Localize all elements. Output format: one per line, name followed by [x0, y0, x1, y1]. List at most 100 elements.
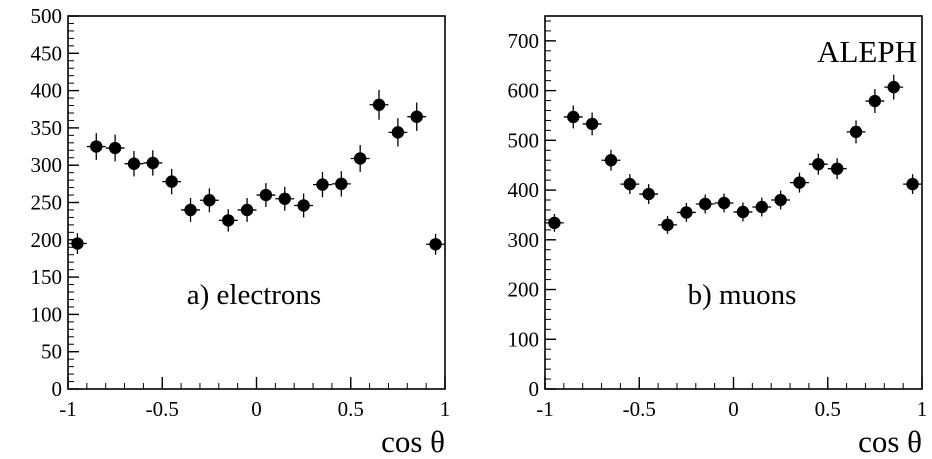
data-point [846, 120, 866, 144]
data-point [545, 213, 564, 232]
y-tick-label: 400 [508, 178, 540, 202]
y-tick-label: 700 [508, 29, 540, 53]
x-tick-label: 1 [440, 397, 451, 421]
y-tick-label: 600 [508, 79, 540, 103]
point-marker [410, 110, 423, 123]
point-marker [335, 177, 348, 191]
data-point [903, 174, 922, 195]
plot-frame [67, 15, 446, 390]
data-point [143, 150, 163, 176]
x-tick-label: 1 [917, 397, 928, 421]
panel-label: a) electrons [187, 279, 321, 311]
data-point [658, 215, 677, 234]
point-marker [353, 152, 367, 165]
data-point [407, 102, 427, 131]
point-marker [736, 205, 750, 219]
data-point [601, 149, 621, 171]
data-point [350, 145, 370, 172]
y-tick-label: 400 [31, 79, 63, 103]
point-marker [127, 157, 141, 170]
point-marker [567, 110, 580, 124]
data-point [256, 183, 276, 207]
point-marker [642, 187, 655, 201]
data-point [790, 172, 809, 193]
y-tick-label: 350 [31, 116, 63, 140]
y-tick-label: 200 [508, 278, 540, 302]
point-marker [699, 197, 712, 211]
data-point [639, 184, 659, 204]
point-marker [887, 80, 900, 94]
y-tick-label: 100 [508, 327, 540, 351]
point-marker [240, 203, 254, 217]
point-marker [774, 193, 787, 207]
x-tick-label: -1 [59, 397, 77, 421]
point-marker [146, 156, 160, 170]
point-marker [906, 177, 919, 191]
data-point [865, 89, 885, 113]
y-tick-label: 200 [31, 228, 63, 252]
point-marker [429, 238, 442, 251]
point-marker [604, 154, 618, 167]
point-marker [661, 218, 674, 232]
x-axis-title: cos θ [381, 424, 445, 459]
point-marker [71, 237, 84, 250]
point-marker [849, 125, 863, 139]
y-tick-label: 300 [31, 153, 63, 177]
data-point [714, 193, 734, 213]
data-point [313, 171, 332, 198]
point-marker [165, 175, 178, 188]
point-marker [278, 192, 291, 205]
point-marker [717, 196, 731, 210]
point-marker [222, 214, 235, 227]
point-marker [585, 117, 599, 131]
experiment-label: ALEPH [817, 34, 917, 69]
y-tick-label: 150 [31, 265, 63, 289]
x-tick-label: 0 [728, 397, 739, 421]
data-point [237, 198, 257, 222]
point-marker [259, 188, 273, 202]
x-axis-title: cos θ [858, 424, 922, 459]
point-marker [297, 199, 310, 212]
data-point [620, 174, 640, 195]
data-points [68, 89, 445, 255]
y-tick-label: 50 [41, 340, 62, 364]
data-point [695, 194, 715, 214]
x-tick-label: -0.5 [146, 397, 179, 421]
data-points [545, 74, 922, 234]
y-axis: 0 100 200 300 400 500 600 700 [508, 20, 556, 401]
x-axis: -1 -0.5 0 0.5 1 [59, 377, 450, 421]
data-point [388, 118, 408, 147]
point-marker [391, 126, 405, 139]
data-point [294, 193, 314, 218]
data-point [582, 112, 602, 136]
point-marker [812, 158, 825, 171]
data-point [827, 158, 847, 180]
point-marker [372, 98, 386, 111]
data-point [275, 186, 295, 211]
point-marker [755, 200, 768, 214]
data-point [752, 197, 772, 217]
point-marker [184, 203, 197, 217]
data-point [676, 202, 696, 222]
panel-electrons: 0 50 100 150 200 250 300 350 400 450 500 -1 -0.5 0 0.… [31, 4, 451, 459]
y-tick-label: 0 [52, 377, 63, 401]
data-point [563, 105, 583, 129]
y-tick-label: 500 [508, 128, 540, 152]
data-point [124, 151, 144, 177]
x-tick-label: 0.5 [338, 397, 364, 421]
y-tick-label: 300 [508, 228, 540, 252]
panel-label: b) muons [688, 279, 797, 311]
y-axis: 0 50 100 150 200 250 300 350 400 450 500 [31, 4, 79, 401]
data-point [771, 190, 791, 210]
x-axis: -1 -0.5 0 0.5 1 [536, 377, 927, 421]
x-tick-label: 0.5 [815, 397, 841, 421]
data-point [808, 153, 828, 175]
point-marker [548, 216, 561, 230]
y-tick-label: 250 [31, 191, 63, 215]
point-marker [623, 177, 637, 191]
point-marker [793, 176, 806, 189]
data-point [884, 74, 904, 100]
data-point [181, 198, 200, 222]
point-marker [90, 140, 103, 153]
